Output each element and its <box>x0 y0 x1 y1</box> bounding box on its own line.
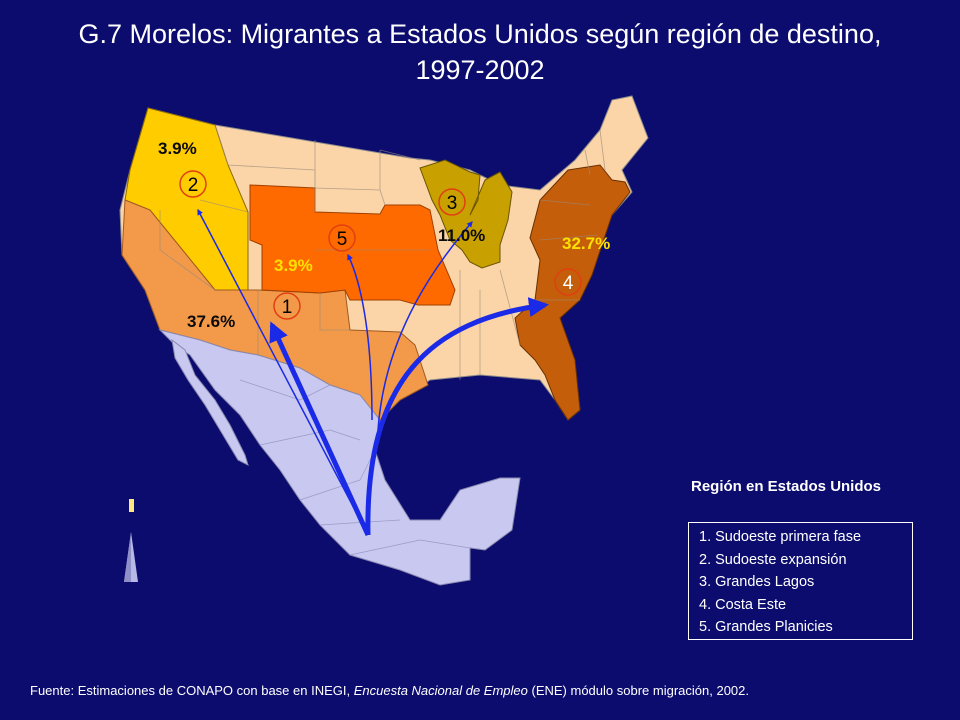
badge-region-4: 4 <box>554 268 582 296</box>
arrow-to-region-4 <box>365 297 549 536</box>
region-3-area <box>419 159 513 269</box>
arrow-to-region-3 <box>377 221 473 431</box>
badge-region-3: 3 <box>438 188 466 216</box>
source-survey-name: Encuesta Nacional de Empleo <box>353 683 528 698</box>
region-4-area <box>514 164 631 421</box>
state-borders <box>159 124 606 380</box>
page-title: G.7 Morelos: Migrantes a Estados Unidos … <box>78 19 882 85</box>
legend-item: 4. Costa Este <box>699 596 787 613</box>
svg-text:4: 4 <box>563 273 574 294</box>
legend-item: 2. Sudoeste expansión <box>699 551 847 568</box>
svg-text:5: 5 <box>337 229 348 250</box>
badge-region-2: 2 <box>179 170 207 198</box>
percent-region-4: 32.7% <box>562 234 610 253</box>
legend-item: 5. Grandes Planicies <box>699 619 833 636</box>
badge-region-1: 1 <box>273 292 301 320</box>
legend-item: 1. Sudoeste primera fase <box>699 529 862 545</box>
svg-text:3: 3 <box>447 193 458 214</box>
migration-arrows <box>197 208 549 537</box>
svg-text:1: 1 <box>282 297 293 318</box>
legend-item: 3. Grandes Lagos <box>699 574 815 591</box>
arrow-to-region-2 <box>197 208 369 536</box>
percent-region-5: 3.9% <box>274 256 313 275</box>
svg-text:2: 2 <box>188 175 199 196</box>
percent-region-2: 3.9% <box>158 139 197 158</box>
arrow-to-region-5 <box>347 253 373 421</box>
mexico-state-borders <box>239 379 471 556</box>
baja-california <box>171 338 249 466</box>
legend-title: Región en Estados Unidos <box>691 478 882 495</box>
source-suffix: (ENE) módulo sobre migración, 2002. <box>527 683 750 698</box>
north-arrow <box>124 499 138 582</box>
percent-region-3: 11.0% <box>438 226 485 245</box>
legend: 1. Sudoeste primera fase 2. Sudoeste exp… <box>688 522 913 640</box>
percent-region-1: 37.6% <box>187 312 235 331</box>
arrow-to-region-1 <box>269 321 371 537</box>
source-note: Fuente: Estimaciones de CONAPO con base … <box>30 683 950 698</box>
region-badges: 2 1 5 3 4 <box>179 170 582 320</box>
source-prefix: Fuente: Estimaciones de CONAPO con base … <box>30 683 354 698</box>
badge-region-5: 5 <box>328 224 356 252</box>
